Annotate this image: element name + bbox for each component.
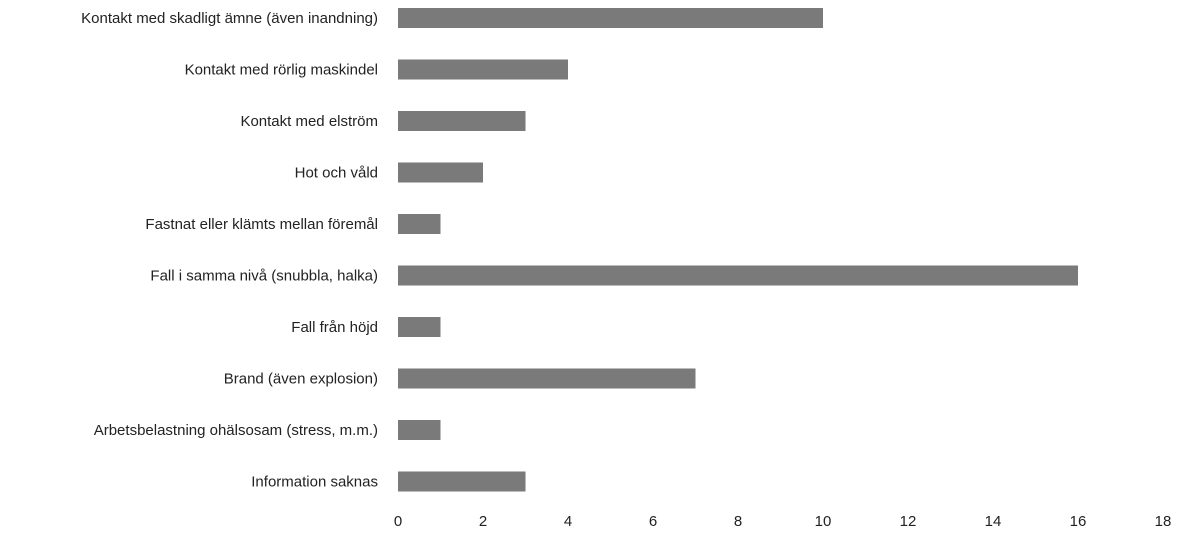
category-label-7: Brand (även explosion)	[224, 371, 378, 388]
bar-7	[398, 368, 696, 389]
category-label-0: Kontakt med skadligt ämne (även inandnin…	[81, 10, 378, 27]
bar-1	[398, 59, 568, 80]
bar-0	[398, 8, 823, 28]
bar-8	[398, 420, 441, 440]
category-label-4: Fastnat eller klämts mellan föremål	[145, 216, 378, 233]
category-label-2: Kontakt med elström	[240, 113, 378, 130]
category-label-5: Fall i samma nivå (snubbla, halka)	[150, 268, 378, 285]
category-label-3: Hot och våld	[295, 165, 378, 182]
x-tick-label-3: 6	[649, 513, 657, 530]
x-tick-label-7: 14	[985, 513, 1002, 530]
x-tick-label-9: 18	[1155, 513, 1172, 530]
bar-2	[398, 111, 526, 131]
x-tick-label-0: 0	[394, 513, 402, 530]
x-tick-label-5: 10	[815, 513, 832, 530]
category-label-8: Arbetsbelastning ohälsosam (stress, m.m.…	[94, 422, 378, 439]
x-axis-tick-labels: 0 2 4 6 8 10 12 14 16 18	[394, 513, 1172, 530]
bar-5	[398, 265, 1078, 286]
bar-6	[398, 317, 441, 337]
x-tick-label-6: 12	[900, 513, 917, 530]
x-tick-label-1: 2	[479, 513, 487, 530]
bar-9	[398, 471, 526, 492]
category-label-1: Kontakt med rörlig maskindel	[185, 62, 378, 79]
x-tick-label-2: 4	[564, 513, 572, 530]
x-tick-label-4: 8	[734, 513, 742, 530]
bar-4	[398, 214, 441, 234]
bar-3	[398, 162, 483, 183]
category-label-9: Information saknas	[251, 474, 378, 491]
category-labels: Kontakt med skadligt ämne (även inandnin…	[81, 10, 378, 491]
x-tick-label-8: 16	[1070, 513, 1087, 530]
bars-group	[398, 8, 1078, 492]
category-label-6: Fall från höjd	[291, 319, 378, 336]
